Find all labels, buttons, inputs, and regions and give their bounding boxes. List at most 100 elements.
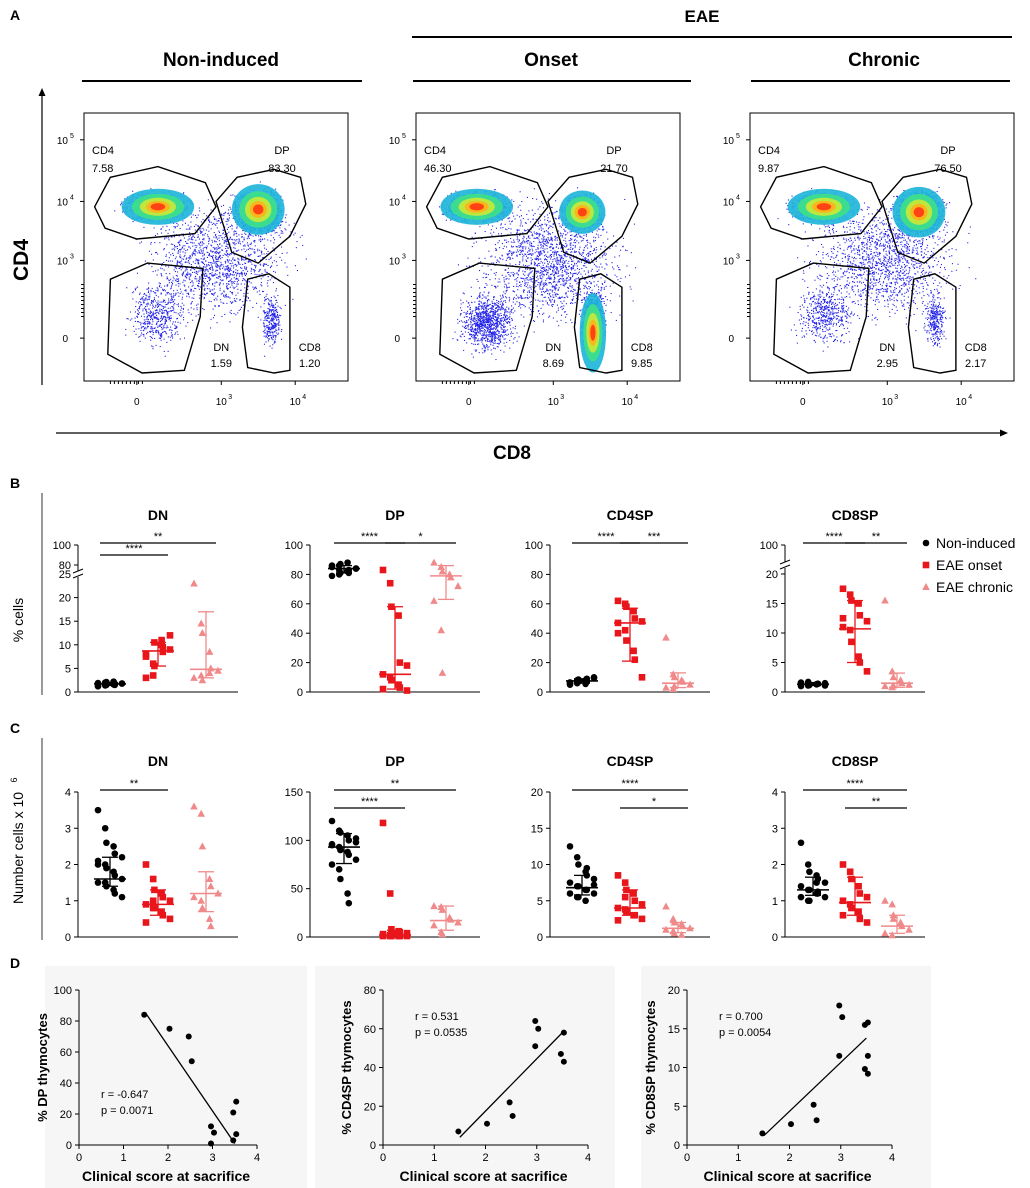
flow-event: [202, 308, 204, 310]
flow-event: [204, 289, 206, 291]
flow-event: [241, 275, 243, 277]
flow-event: [145, 318, 147, 320]
flow-event: [237, 292, 239, 294]
flow-event: [156, 287, 158, 289]
flow-event: [301, 234, 303, 236]
flow-event: [185, 241, 187, 243]
flow-event: [173, 311, 175, 313]
flow-event: [220, 258, 222, 260]
flow-event: [154, 317, 156, 319]
flow-event: [136, 272, 138, 274]
flow-event: [233, 243, 235, 245]
flow-event: [218, 276, 220, 278]
flow-event: [176, 225, 178, 227]
flow-event: [254, 252, 256, 254]
flow-event: [230, 194, 232, 196]
flow-event: [223, 213, 225, 215]
flow-event: [220, 263, 222, 265]
flow-event: [151, 323, 153, 325]
flow-event: [198, 259, 200, 261]
flow-event: [280, 232, 282, 234]
flow-event: [197, 271, 199, 273]
flow-event: [198, 251, 200, 253]
flow-event: [265, 258, 267, 260]
flow-event: [205, 229, 207, 231]
flow-event: [228, 296, 230, 298]
flow-event: [263, 320, 265, 322]
flow-event: [179, 288, 181, 290]
flow-event: [270, 296, 272, 298]
flow-event: [224, 253, 226, 255]
flow-event: [150, 339, 152, 341]
flow-event: [295, 247, 297, 249]
flow-event: [192, 271, 194, 273]
flow-event: [191, 242, 193, 244]
flow-event: [210, 228, 212, 230]
flow-event: [183, 279, 185, 281]
flow-event: [190, 313, 192, 315]
flow-event: [179, 283, 181, 285]
flow-event: [150, 243, 152, 245]
flow-event: [249, 243, 251, 245]
flow-event: [202, 248, 204, 250]
flow-event: [261, 257, 263, 259]
flow-event: [238, 239, 240, 241]
flow-event: [223, 242, 225, 244]
flow-event: [244, 245, 246, 247]
flow-event: [135, 306, 137, 308]
flow-event: [242, 245, 244, 247]
flow-event: [174, 244, 176, 246]
flow-event: [139, 292, 141, 294]
flow-event: [215, 233, 217, 235]
flow-event: [185, 289, 187, 291]
flow-event: [149, 293, 151, 295]
flow-event: [169, 320, 171, 322]
flow-event: [150, 302, 152, 304]
flow-event: [154, 316, 156, 318]
flow-event: [203, 298, 205, 300]
flow-event: [275, 306, 277, 308]
flow-event: [273, 270, 275, 272]
flow-event: [220, 205, 222, 207]
flow-event: [223, 204, 225, 206]
flow-event: [277, 323, 279, 325]
flow-event: [134, 320, 136, 322]
flow-event: [160, 273, 162, 275]
flow-event: [268, 326, 270, 328]
flow-event: [187, 239, 189, 241]
flow-event: [206, 268, 208, 270]
flow-event: [152, 271, 154, 273]
flow-event: [184, 280, 186, 282]
flow-event: [212, 284, 214, 286]
flow-event: [222, 264, 224, 266]
flow-event: [140, 329, 142, 331]
flow-event: [172, 282, 174, 284]
flow-event: [137, 310, 139, 312]
flow-event: [157, 311, 159, 313]
flow-event: [192, 261, 194, 263]
flow-event: [199, 276, 201, 278]
flow-event: [176, 289, 178, 291]
flow-event: [236, 227, 238, 229]
flow-event: [244, 267, 246, 269]
flow-event: [164, 310, 166, 312]
flow-event: [144, 326, 146, 328]
flow-event: [137, 321, 139, 323]
flow-event: [186, 261, 188, 263]
flow-event: [164, 323, 166, 325]
flow-event: [161, 232, 163, 234]
flow-event: [219, 251, 221, 253]
flow-event: [159, 284, 161, 286]
flow-event: [191, 281, 193, 283]
flow-event: [187, 257, 189, 259]
flow-event: [159, 346, 161, 348]
flow-event: [225, 250, 227, 252]
flow-event: [236, 239, 238, 241]
flow-event: [284, 304, 286, 306]
flow-event: [241, 259, 243, 261]
flow-event: [186, 242, 188, 244]
flow-event: [166, 293, 168, 295]
flow-event: [232, 242, 234, 244]
flow-event: [159, 334, 161, 336]
